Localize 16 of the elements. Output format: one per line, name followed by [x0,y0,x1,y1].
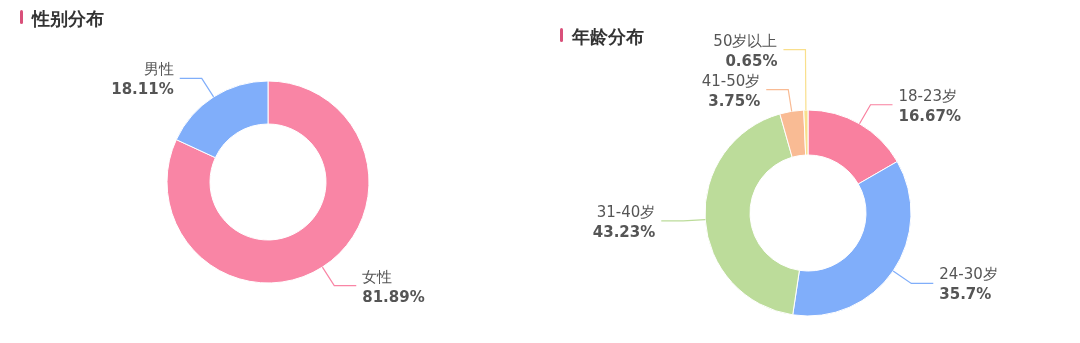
data-label: 43.23% [592,222,656,241]
slice-label: 24-30岁 [939,265,998,284]
data-label: 81.89% [362,287,425,306]
data-label: 3.75% [708,91,761,110]
slice-label: 18-23岁 [898,86,958,105]
slice-label: 41-50岁 [701,71,761,90]
data-label: 16.67% [898,106,961,125]
data-label: 35.7% [939,285,992,304]
data-label: 18.11% [111,80,174,99]
data-label: 0.65% [725,51,778,70]
slice-label: 31-40岁 [596,202,656,221]
slice-label: 女性 [362,267,393,286]
slice-label: 男性 [143,60,174,79]
chart-title: 性别分布 [31,8,104,29]
slice-label: 50岁以上 [713,31,778,50]
chart-title: 年龄分布 [571,26,644,47]
